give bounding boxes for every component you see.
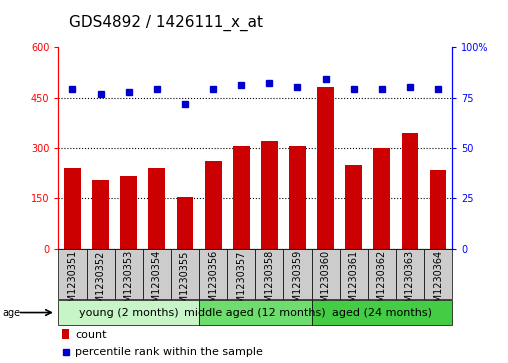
Text: GSM1230364: GSM1230364 (433, 250, 443, 315)
Bar (92, 180, 109, 249)
Bar (86, 249, 115, 299)
Text: GSM1230363: GSM1230363 (405, 250, 415, 315)
Bar (430, 170, 447, 249)
Text: percentile rank within the sample: percentile rank within the sample (75, 347, 263, 357)
Bar (227, 249, 255, 299)
Bar (424, 249, 452, 299)
Text: GSM1230354: GSM1230354 (152, 250, 162, 315)
Bar (368, 249, 396, 299)
Bar (396, 249, 424, 299)
Text: GSM1230359: GSM1230359 (293, 250, 302, 315)
Bar (261, 141, 278, 249)
Text: GSM1230360: GSM1230360 (321, 250, 331, 315)
Text: count: count (75, 330, 107, 339)
Bar (345, 165, 362, 249)
Bar (171, 249, 199, 299)
Bar (58, 300, 199, 325)
Bar (199, 300, 311, 325)
Bar (317, 87, 334, 249)
Text: young (2 months): young (2 months) (79, 307, 178, 318)
Text: middle aged (12 months): middle aged (12 months) (184, 307, 326, 318)
Text: GSM1230356: GSM1230356 (208, 250, 218, 315)
Text: GSM1230361: GSM1230361 (348, 250, 359, 315)
Bar (311, 300, 452, 325)
Bar (115, 249, 143, 299)
Text: GSM1230352: GSM1230352 (96, 250, 106, 315)
Text: GDS4892 / 1426111_x_at: GDS4892 / 1426111_x_at (69, 15, 263, 31)
Bar (58, 249, 86, 299)
Bar (199, 249, 227, 299)
Text: GSM1230353: GSM1230353 (124, 250, 134, 315)
Bar (340, 249, 368, 299)
Bar (143, 249, 171, 299)
Bar (401, 133, 419, 249)
Bar (64, 168, 81, 249)
Bar (283, 249, 311, 299)
Bar (233, 146, 249, 249)
Text: GSM1230351: GSM1230351 (68, 250, 78, 315)
Text: GSM1230357: GSM1230357 (236, 250, 246, 315)
Bar (289, 146, 306, 249)
Bar (311, 249, 340, 299)
Bar (255, 249, 283, 299)
Bar (62, 329, 70, 339)
Bar (177, 197, 194, 249)
Text: GSM1230355: GSM1230355 (180, 250, 190, 315)
Bar (205, 161, 221, 249)
Bar (373, 148, 390, 249)
Bar (148, 168, 165, 249)
Bar (120, 176, 137, 249)
Text: aged (24 months): aged (24 months) (332, 307, 432, 318)
Text: age: age (3, 307, 21, 318)
Text: GSM1230362: GSM1230362 (377, 250, 387, 315)
Text: GSM1230358: GSM1230358 (264, 250, 274, 315)
